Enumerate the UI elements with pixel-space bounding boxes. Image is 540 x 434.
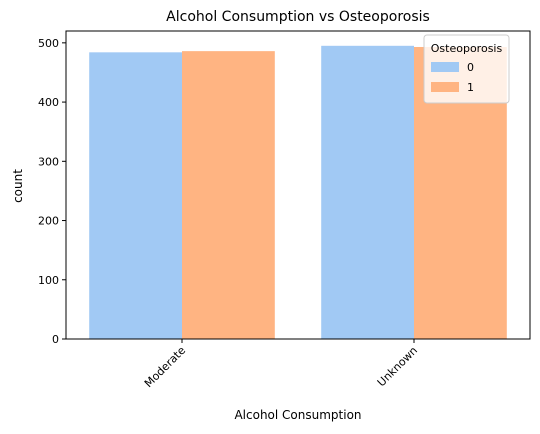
legend-swatch-1 <box>431 82 459 92</box>
axes-frame <box>65 30 531 340</box>
x-tick-label: Unknown <box>375 344 420 389</box>
bar-moderate-osteoporosis-0 <box>89 52 182 339</box>
x-axis: Moderate Unknown <box>142 339 420 390</box>
y-axis-label: count <box>11 169 25 203</box>
y-tick-label: 200 <box>38 215 59 228</box>
chart-title: Alcohol Consumption vs Osteoporosis <box>166 9 430 25</box>
y-tick-label: 100 <box>38 274 59 287</box>
bar-moderate-osteoporosis-1 <box>182 51 275 340</box>
axes-border <box>65 30 531 340</box>
legend-title: Osteoporosis <box>431 42 503 55</box>
x-axis-label: Alcohol Consumption <box>234 408 361 422</box>
y-axis: 0 100 200 300 400 500 <box>38 37 66 346</box>
legend-label-0: 0 <box>467 61 474 74</box>
x-tick-label: Moderate <box>142 344 188 390</box>
legend: Osteoporosis 0 1 <box>423 34 510 104</box>
bar-unknown-osteoporosis-0 <box>321 45 414 340</box>
legend-label-1: 1 <box>467 81 474 94</box>
y-tick-label: 400 <box>38 96 59 109</box>
y-tick-label: 500 <box>38 37 59 50</box>
y-tick-label: 300 <box>38 155 59 168</box>
y-tick-label: 0 <box>52 333 59 346</box>
legend-swatch-0 <box>431 62 459 72</box>
